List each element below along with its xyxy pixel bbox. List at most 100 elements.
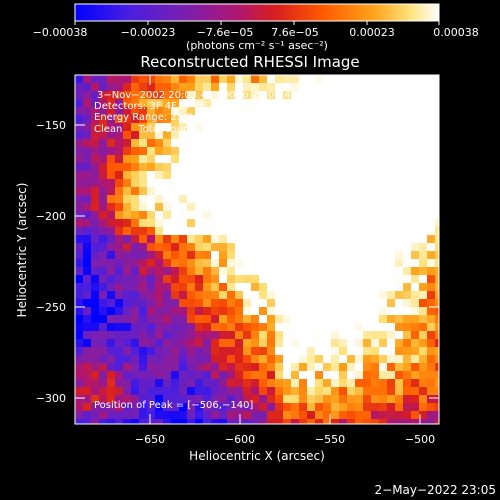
image-pixel <box>267 259 275 267</box>
image-pixel <box>291 387 299 395</box>
image-pixel <box>283 155 291 163</box>
image-pixel <box>91 379 99 387</box>
image-pixel <box>187 163 195 171</box>
image-pixel <box>203 283 211 291</box>
image-pixel <box>91 99 99 107</box>
image-pixel <box>235 75 243 83</box>
image-pixel <box>427 347 435 355</box>
image-pixel <box>195 203 203 211</box>
image-pixel <box>171 323 179 331</box>
image-pixel <box>259 243 267 251</box>
image-pixel <box>299 107 307 115</box>
image-pixel <box>203 147 211 155</box>
image-pixel <box>203 363 211 371</box>
image-pixel <box>259 323 267 331</box>
image-pixel <box>211 227 219 235</box>
image-pixel <box>275 331 283 339</box>
image-pixel <box>347 139 355 147</box>
image-pixel <box>427 179 435 187</box>
image-pixel <box>291 395 299 403</box>
image-pixel <box>435 403 439 411</box>
image-pixel <box>203 323 211 331</box>
image-pixel <box>411 203 419 211</box>
image-pixel <box>291 411 299 419</box>
image-pixel <box>275 219 283 227</box>
image-pixel <box>243 227 251 235</box>
image-pixel <box>243 155 251 163</box>
image-pixel <box>259 139 267 147</box>
image-pixel <box>427 243 435 251</box>
image-pixel <box>283 115 291 123</box>
image-pixel <box>251 219 259 227</box>
image-pixel <box>83 379 91 387</box>
image-pixel <box>427 419 435 424</box>
image-pixel <box>403 163 411 171</box>
image-pixel <box>339 347 347 355</box>
image-pixel <box>291 131 299 139</box>
image-pixel <box>243 323 251 331</box>
image-pixel <box>299 187 307 195</box>
image-pixel <box>395 163 403 171</box>
image-pixel <box>427 91 435 99</box>
image-pixel <box>411 299 419 307</box>
image-pixel <box>83 275 91 283</box>
image-pixel <box>275 163 283 171</box>
image-pixel <box>171 403 179 411</box>
image-pixel <box>411 403 419 411</box>
image-pixel <box>403 291 411 299</box>
image-pixel <box>147 267 155 275</box>
image-pixel <box>211 139 219 147</box>
image-pixel <box>291 339 299 347</box>
image-pixel <box>91 275 99 283</box>
image-pixel <box>339 371 347 379</box>
image-pixel <box>427 115 435 123</box>
image-pixel <box>203 155 211 163</box>
image-pixel <box>307 163 315 171</box>
image-pixel <box>83 115 91 123</box>
image-pixel <box>403 315 411 323</box>
image-pixel <box>379 283 387 291</box>
image-pixel <box>75 339 83 347</box>
image-pixel <box>435 203 439 211</box>
image-pixel <box>211 331 219 339</box>
image-pixel <box>283 307 291 315</box>
x-tick-label: −650 <box>135 433 165 446</box>
image-pixel <box>419 227 427 235</box>
image-pixel <box>99 243 107 251</box>
image-pixel <box>307 99 315 107</box>
image-pixel <box>427 99 435 107</box>
image-pixel <box>403 403 411 411</box>
image-pixel <box>107 75 115 83</box>
image-pixel <box>195 251 203 259</box>
image-pixel <box>371 155 379 163</box>
image-pixel <box>363 251 371 259</box>
image-pixel <box>147 75 155 83</box>
image-pixel <box>147 275 155 283</box>
image-pixel <box>155 219 163 227</box>
image-pixel <box>251 123 259 131</box>
image-pixel <box>315 227 323 235</box>
image-pixel <box>315 131 323 139</box>
image-pixel <box>163 243 171 251</box>
image-pixel <box>419 347 427 355</box>
image-pixel <box>171 203 179 211</box>
image-pixel <box>379 291 387 299</box>
image-pixel <box>331 107 339 115</box>
image-pixel <box>83 219 91 227</box>
image-pixel <box>131 195 139 203</box>
image-pixel <box>99 363 107 371</box>
image-pixel <box>259 419 267 424</box>
image-pixel <box>347 411 355 419</box>
image-pixel <box>403 379 411 387</box>
image-pixel <box>267 219 275 227</box>
image-pixel <box>187 363 195 371</box>
image-pixel <box>163 219 171 227</box>
info-detectors: Detectors: 3F 4F 5F 6F 7F 8F, Att 0 <box>94 101 268 112</box>
image-pixel <box>291 251 299 259</box>
image-pixel <box>75 323 83 331</box>
image-pixel <box>211 83 219 91</box>
image-pixel <box>203 195 211 203</box>
image-pixel <box>331 91 339 99</box>
image-pixel <box>403 91 411 99</box>
